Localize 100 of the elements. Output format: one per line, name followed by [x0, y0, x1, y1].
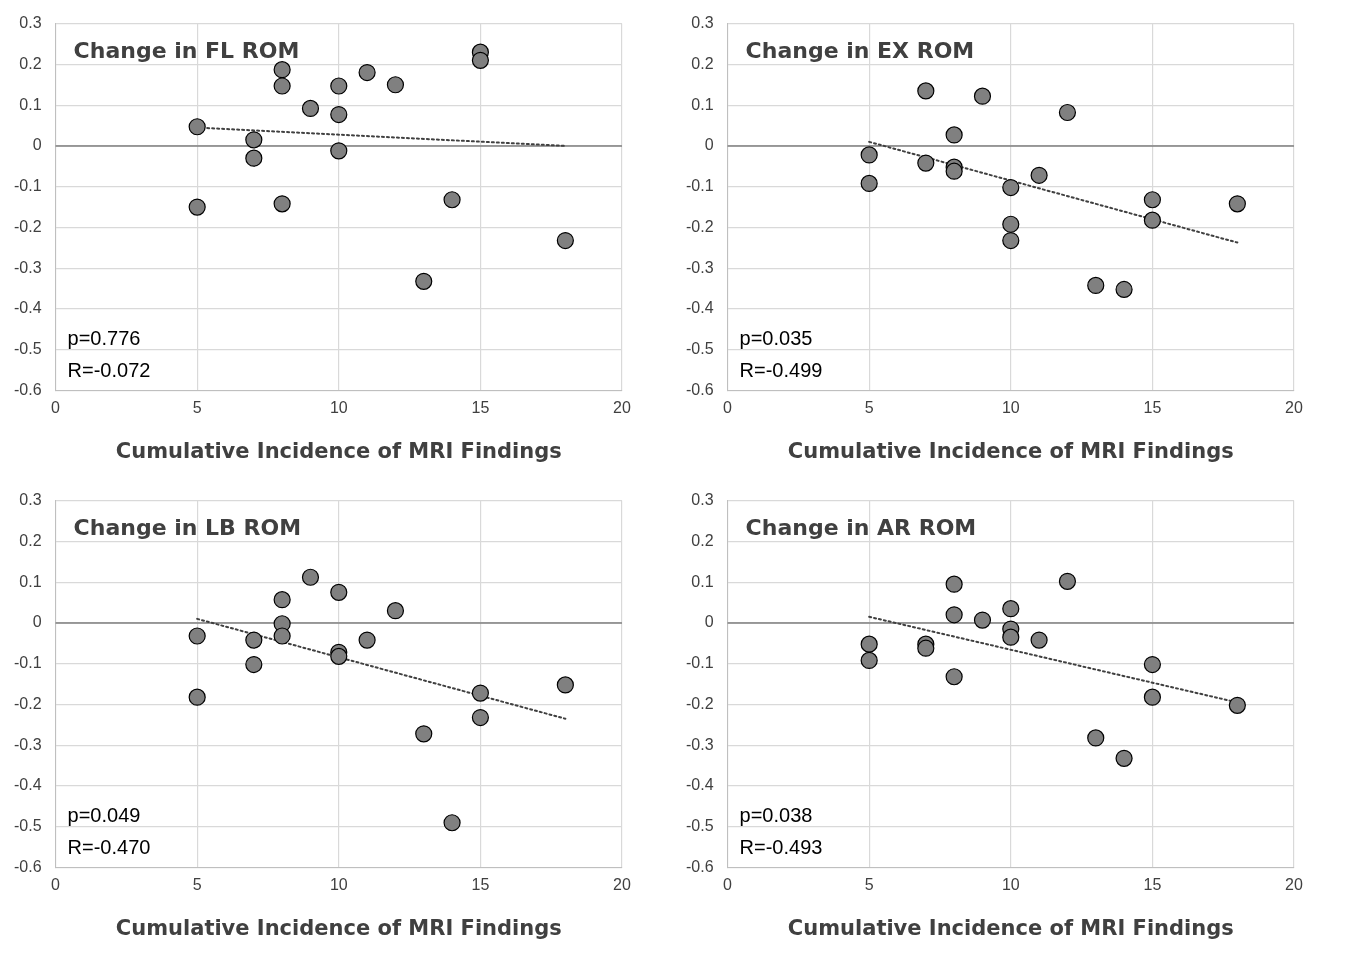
point [860, 174, 878, 193]
point [330, 142, 348, 160]
y-tick-label: 0.3 [19, 491, 42, 509]
point [415, 725, 433, 743]
annotation: R=-0.072 [67, 358, 151, 381]
point [330, 583, 348, 601]
point [273, 195, 291, 213]
point [1228, 195, 1246, 213]
y-tick-label: 0 [704, 613, 714, 631]
y-tick-label: -0.5 [13, 817, 42, 835]
point [301, 568, 320, 586]
annotation: Change in EX ROM [745, 37, 975, 63]
y-tick-label: 0.1 [691, 95, 714, 113]
point [945, 668, 963, 686]
y-tick-label: -0.3 [13, 258, 42, 276]
point [330, 647, 348, 665]
x-tick-label: 0 [51, 398, 61, 416]
annotation: R=-0.499 [739, 358, 823, 381]
point [471, 51, 489, 69]
point [273, 61, 291, 79]
annotation: R=-0.470 [67, 835, 151, 858]
point [471, 708, 489, 727]
x-tick-label: 15 [1143, 398, 1162, 416]
y-tick-label: -0.2 [13, 217, 42, 235]
y-tick-label: 0.1 [19, 95, 42, 113]
x-tick-label: 15 [1143, 875, 1162, 893]
annotation: Change in AR ROM [745, 514, 977, 540]
point [1087, 729, 1105, 747]
x-axis-title: Cumulative Incidence of MRI Findings [115, 915, 562, 940]
point [188, 627, 206, 645]
y-tick-label: 0.2 [691, 54, 714, 72]
point [556, 231, 574, 250]
x-tick-label: 10 [1001, 398, 1020, 416]
y-tick-label: -0.6 [685, 381, 714, 399]
y-tick-label: -0.5 [13, 340, 42, 358]
annotation: Change in LB ROM [73, 514, 302, 540]
y-tick-label: -0.2 [13, 694, 42, 712]
x-tick-label: 5 [864, 875, 874, 893]
point [1143, 688, 1161, 706]
point [1030, 631, 1048, 649]
point [443, 191, 461, 209]
x-tick-label: 5 [192, 398, 202, 416]
y-tick-label: 0.2 [19, 531, 42, 549]
point [471, 684, 489, 702]
x-tick-label: 20 [613, 875, 631, 893]
x-tick-label: 15 [471, 398, 490, 416]
x-tick-label: 0 [723, 398, 733, 416]
x-tick-label: 5 [864, 398, 874, 416]
x-tick-label: 20 [1285, 398, 1303, 416]
point [188, 118, 206, 136]
y-tick-label: -0.5 [685, 817, 714, 835]
point [945, 606, 963, 624]
point [973, 87, 992, 105]
y-tick-label: -0.4 [13, 776, 42, 794]
point [1058, 572, 1077, 590]
y-tick-label: -0.3 [13, 735, 42, 753]
annotation: Change in FL ROM [73, 37, 300, 63]
y-tick-label: -0.4 [685, 299, 714, 317]
point [415, 272, 433, 290]
y-tick-label: -0.5 [685, 340, 714, 358]
y-tick-label: -0.3 [685, 735, 714, 753]
y-tick-label: -0.3 [685, 258, 714, 276]
x-tick-label: 10 [329, 398, 348, 416]
x-axis-title: Cumulative Incidence of MRI Findings [787, 438, 1234, 463]
point [1002, 600, 1020, 618]
point [273, 591, 291, 609]
x-tick-label: 15 [471, 875, 490, 893]
point [330, 105, 348, 124]
y-tick-label: -0.1 [13, 177, 42, 195]
annotation: R=-0.493 [739, 835, 823, 858]
y-tick-label: 0 [32, 613, 42, 631]
y-tick-label: -0.1 [13, 654, 42, 672]
point [1228, 696, 1246, 714]
y-tick-label: -0.6 [685, 858, 714, 876]
x-tick-label: 10 [329, 875, 348, 893]
y-tick-label: 0 [32, 136, 42, 154]
point [188, 198, 206, 216]
x-tick-label: 0 [723, 875, 733, 893]
point [245, 655, 263, 674]
annotation: p=0.776 [67, 326, 141, 349]
point [1030, 166, 1048, 184]
point [386, 76, 405, 94]
x-tick-label: 20 [613, 398, 631, 416]
y-tick-label: 0.1 [691, 572, 714, 590]
y-tick-label: -0.4 [685, 776, 714, 794]
point [860, 651, 878, 670]
point [273, 77, 291, 95]
x-tick-label: 5 [192, 875, 202, 893]
point [860, 635, 878, 653]
y-tick-label: 0.3 [691, 14, 714, 32]
y-tick-label: -0.1 [685, 654, 714, 672]
point [1115, 280, 1133, 299]
point [301, 99, 320, 118]
point [245, 149, 263, 167]
point [945, 162, 963, 180]
point [1143, 655, 1161, 674]
point [1143, 191, 1161, 209]
point [1002, 628, 1020, 646]
y-tick-label: -0.1 [685, 177, 714, 195]
point [188, 688, 206, 706]
